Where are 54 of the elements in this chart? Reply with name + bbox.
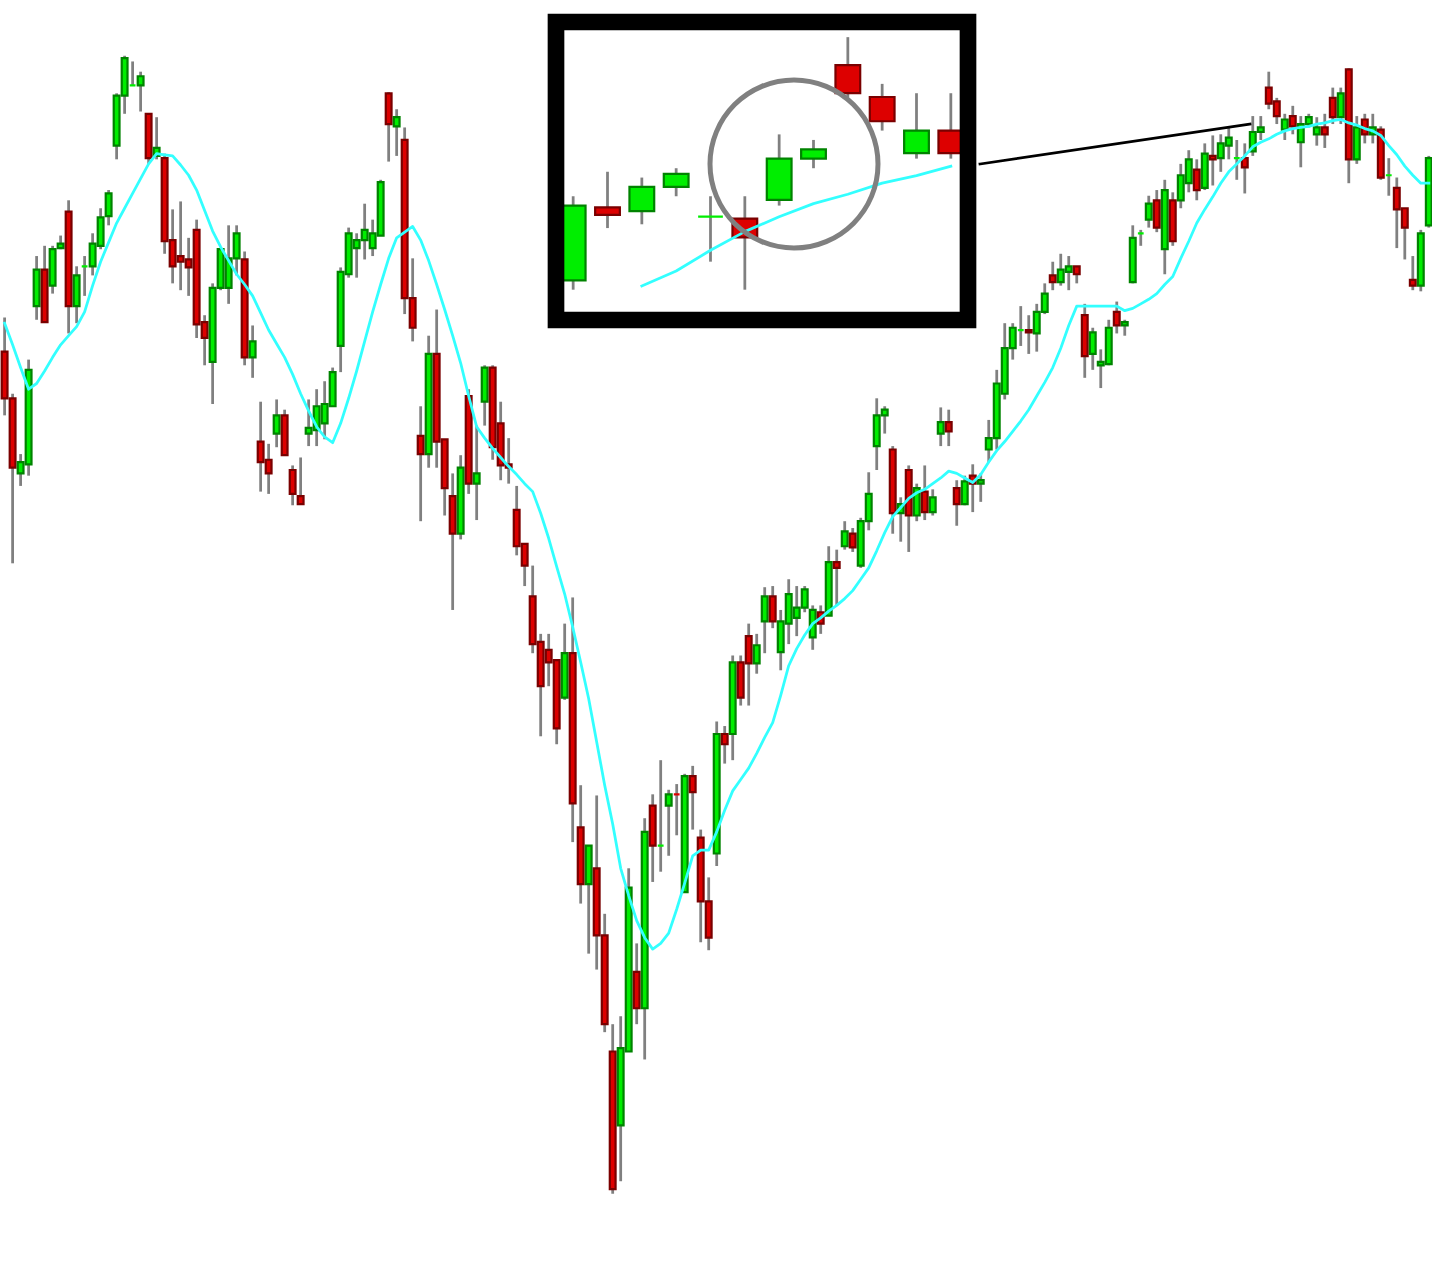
candlestick	[1336, 86, 1345, 126]
candlestick	[1064, 254, 1073, 292]
candlestick	[688, 764, 697, 831]
candlestick	[1208, 134, 1217, 187]
candlestick	[288, 464, 297, 507]
candlestick	[903, 91, 930, 161]
candlestick	[594, 170, 621, 230]
candlestick	[72, 264, 81, 325]
candlestick	[32, 254, 41, 322]
candlestick	[840, 519, 849, 552]
candlestick	[628, 176, 656, 226]
candlestick	[936, 406, 945, 448]
candlestick	[1128, 223, 1137, 285]
candlestick	[920, 464, 929, 522]
candlestick	[1112, 300, 1121, 335]
candlestick	[416, 404, 425, 523]
candlestick	[1408, 254, 1417, 292]
candlestick	[1144, 194, 1153, 229]
candlestick	[800, 138, 827, 170]
candlestick	[1240, 142, 1249, 195]
candlestick	[392, 107, 401, 158]
candlestick	[976, 472, 985, 504]
candlestick	[632, 942, 641, 1026]
candlestick	[48, 244, 57, 295]
candlestick	[384, 90, 393, 163]
candlestick	[296, 456, 305, 506]
candlestick	[256, 400, 265, 493]
candlestick	[472, 424, 481, 522]
candlestick	[1152, 188, 1161, 234]
candlestick	[744, 622, 753, 707]
candlestick	[1056, 252, 1065, 288]
candlestick	[1024, 313, 1033, 356]
candlestick	[248, 324, 257, 380]
candlestick	[765, 132, 793, 207]
candlestick	[872, 396, 881, 472]
candlestick	[1352, 114, 1361, 166]
candlestick	[904, 464, 913, 554]
candlestick	[144, 112, 153, 166]
candlestick	[560, 622, 569, 702]
candlestick	[1200, 142, 1209, 192]
candlestick	[320, 379, 329, 441]
candlestick	[928, 487, 937, 517]
candlestick	[1080, 302, 1089, 380]
candlestick	[952, 478, 961, 528]
candlestick	[944, 408, 953, 448]
candlestick	[1312, 115, 1321, 148]
candlestick	[272, 398, 281, 449]
candlestick	[662, 166, 690, 198]
candlestick	[848, 526, 857, 554]
candlestick	[176, 200, 185, 292]
candlestick	[792, 584, 801, 638]
candlestick	[480, 363, 489, 427]
candlestick	[1048, 260, 1057, 292]
candlestick	[832, 548, 841, 607]
